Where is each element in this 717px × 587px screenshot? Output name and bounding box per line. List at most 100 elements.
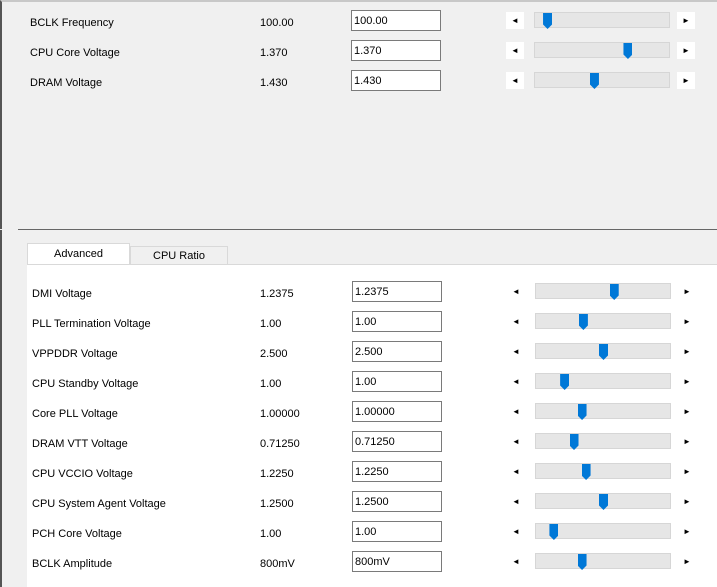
value-input[interactable]: [352, 341, 442, 362]
current-value: 0.71250: [260, 438, 300, 450]
decrease-arrow-icon[interactable]: ◄: [512, 317, 520, 326]
setting-row: PLL Termination Voltage 1.00 ◄ ►: [0, 311, 717, 342]
slider-thumb[interactable]: [560, 374, 570, 390]
setting-row: DRAM VTT Voltage 0.71250 ◄ ►: [0, 431, 717, 462]
decrease-arrow-icon[interactable]: ◄: [506, 42, 524, 59]
tab-advanced[interactable]: Advanced: [27, 243, 130, 265]
value-slider[interactable]: [535, 523, 671, 540]
setting-row: CPU Standby Voltage 1.00 ◄ ►: [0, 371, 717, 402]
decrease-arrow-icon[interactable]: ◄: [506, 12, 524, 29]
current-value: 800mV: [260, 558, 295, 570]
value-slider[interactable]: [535, 313, 671, 330]
setting-row: BCLK Amplitude 800mV ◄ ►: [0, 551, 717, 582]
setting-row: BCLK Frequency 100.00 ◄ ►: [0, 10, 717, 41]
setting-row: CPU System Agent Voltage 1.2500 ◄ ►: [0, 491, 717, 522]
value-slider[interactable]: [535, 433, 671, 450]
value-slider[interactable]: [535, 463, 671, 480]
decrease-arrow-icon[interactable]: ◄: [512, 437, 520, 446]
setting-label: CPU System Agent Voltage: [32, 498, 166, 510]
increase-arrow-icon[interactable]: ►: [677, 72, 695, 89]
slider-thumb[interactable]: [623, 43, 633, 59]
current-value: 1.370: [260, 47, 288, 59]
decrease-arrow-icon[interactable]: ◄: [512, 287, 520, 296]
increase-arrow-icon[interactable]: ►: [683, 437, 691, 446]
value-input[interactable]: [352, 401, 442, 422]
setting-label: PLL Termination Voltage: [32, 318, 151, 330]
setting-label: Core PLL Voltage: [32, 408, 118, 420]
current-value: 1.2500: [260, 498, 294, 510]
value-input[interactable]: [351, 40, 441, 61]
setting-label: DRAM VTT Voltage: [32, 438, 128, 450]
value-slider[interactable]: [535, 493, 671, 510]
slider-thumb[interactable]: [543, 13, 553, 29]
current-value: 1.00: [260, 528, 282, 540]
value-input[interactable]: [352, 371, 442, 392]
setting-label: BCLK Frequency: [30, 17, 114, 29]
increase-arrow-icon[interactable]: ►: [677, 12, 695, 29]
current-value: 1.430: [260, 77, 288, 89]
value-input[interactable]: [352, 281, 442, 302]
value-slider[interactable]: [534, 12, 670, 29]
increase-arrow-icon[interactable]: ►: [683, 467, 691, 476]
increase-arrow-icon[interactable]: ►: [683, 287, 691, 296]
increase-arrow-icon[interactable]: ►: [683, 317, 691, 326]
slider-thumb[interactable]: [599, 494, 608, 510]
value-input[interactable]: [351, 70, 441, 91]
current-value: 1.00000: [260, 408, 300, 420]
slider-thumb[interactable]: [599, 344, 608, 360]
setting-row: DMI Voltage 1.2375 ◄ ►: [0, 281, 717, 312]
decrease-arrow-icon[interactable]: ◄: [512, 347, 520, 356]
divider: [18, 229, 717, 230]
current-value: 2.500: [260, 348, 288, 360]
value-slider[interactable]: [535, 373, 671, 390]
increase-arrow-icon[interactable]: ►: [683, 377, 691, 386]
decrease-arrow-icon[interactable]: ◄: [506, 72, 524, 89]
value-input[interactable]: [352, 461, 442, 482]
setting-row: Core PLL Voltage 1.00000 ◄ ►: [0, 401, 717, 432]
value-input[interactable]: [352, 431, 442, 452]
increase-arrow-icon[interactable]: ►: [683, 527, 691, 536]
current-value: 1.2375: [260, 288, 294, 300]
setting-label: BCLK Amplitude: [32, 558, 113, 570]
setting-label: CPU Standby Voltage: [32, 378, 139, 390]
tab-cpu-ratio[interactable]: CPU Ratio: [130, 246, 228, 267]
setting-label: DRAM Voltage: [30, 77, 103, 89]
decrease-arrow-icon[interactable]: ◄: [512, 497, 520, 506]
value-input[interactable]: [352, 491, 442, 512]
setting-row: CPU VCCIO Voltage 1.2250 ◄ ►: [0, 461, 717, 492]
decrease-arrow-icon[interactable]: ◄: [512, 527, 520, 536]
setting-label: PCH Core Voltage: [32, 528, 122, 540]
slider-thumb[interactable]: [589, 73, 599, 89]
slider-thumb[interactable]: [609, 284, 619, 300]
increase-arrow-icon[interactable]: ►: [677, 42, 695, 59]
main-settings-panel: [0, 0, 717, 229]
slider-thumb[interactable]: [569, 434, 579, 450]
increase-arrow-icon[interactable]: ►: [683, 497, 691, 506]
decrease-arrow-icon[interactable]: ◄: [512, 557, 520, 566]
value-input[interactable]: [351, 10, 441, 31]
increase-arrow-icon[interactable]: ►: [683, 407, 691, 416]
slider-thumb[interactable]: [577, 554, 587, 570]
increase-arrow-icon[interactable]: ►: [683, 557, 691, 566]
value-slider[interactable]: [535, 403, 671, 420]
value-slider[interactable]: [535, 343, 671, 360]
value-input[interactable]: [352, 311, 442, 332]
current-value: 1.00: [260, 318, 282, 330]
setting-label: CPU Core Voltage: [30, 47, 120, 59]
decrease-arrow-icon[interactable]: ◄: [512, 467, 520, 476]
decrease-arrow-icon[interactable]: ◄: [512, 377, 520, 386]
slider-thumb[interactable]: [577, 404, 587, 420]
slider-thumb[interactable]: [578, 314, 588, 330]
value-input[interactable]: [352, 551, 442, 572]
value-input[interactable]: [352, 521, 442, 542]
slider-thumb[interactable]: [581, 464, 591, 480]
current-value: 1.00: [260, 378, 282, 390]
value-slider[interactable]: [534, 72, 670, 89]
value-slider[interactable]: [535, 283, 671, 300]
value-slider[interactable]: [534, 42, 670, 59]
increase-arrow-icon[interactable]: ►: [683, 347, 691, 356]
value-slider[interactable]: [535, 553, 671, 570]
setting-row: CPU Core Voltage 1.370 ◄ ►: [0, 40, 717, 71]
decrease-arrow-icon[interactable]: ◄: [512, 407, 520, 416]
slider-thumb[interactable]: [549, 524, 559, 540]
